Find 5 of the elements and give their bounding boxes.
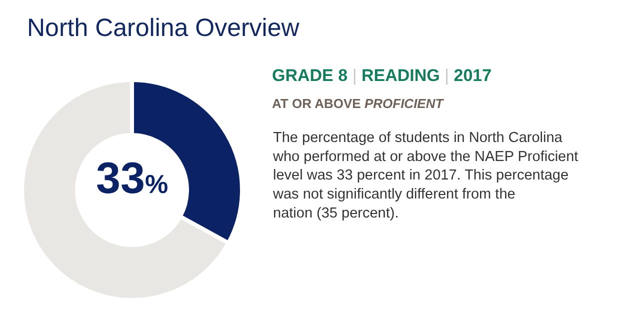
chart-title: North Carolina Overview — [27, 14, 300, 42]
text: GRADE 8 | READING | 2017 — [272, 66, 492, 85]
text: AT OR ABOVE PROFICIENT — [272, 96, 444, 111]
data-label: 33% — [96, 154, 168, 203]
text: The percentage of students in North Carolina who performed at or above the NAEP Proficient level was 33 percent in 2017. This percentage was not significantly different from the nation (35 percent). — [272, 130, 578, 222]
